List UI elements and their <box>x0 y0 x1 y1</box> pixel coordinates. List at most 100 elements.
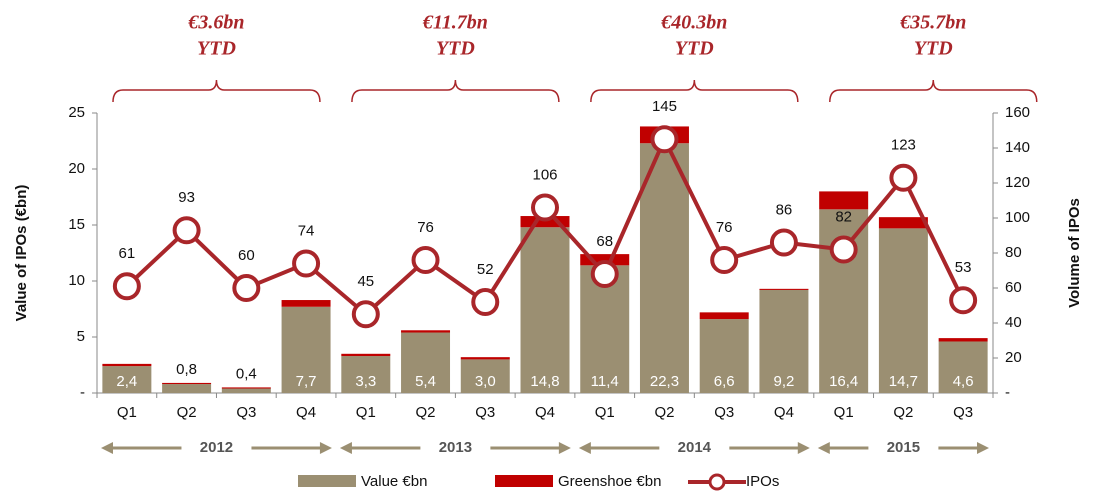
ipo-label: 86 <box>776 201 793 218</box>
greenshoe-bar <box>699 312 749 320</box>
y2-tick-label: 140 <box>1005 139 1030 156</box>
greenshoe-bar <box>938 338 988 342</box>
ipo-point <box>471 288 500 316</box>
bar <box>520 227 570 393</box>
ipo-point <box>411 246 440 274</box>
y2-tick-label: 40 <box>1005 314 1022 331</box>
y2-tick-label: 80 <box>1005 244 1022 261</box>
year-label: 2015 <box>887 439 920 456</box>
ipo-point <box>172 216 201 245</box>
bar-value-label: 0,8 <box>176 361 197 378</box>
x-tick-label: Q2 <box>177 404 197 421</box>
year-label: 2012 <box>200 439 233 456</box>
greenshoe-bar <box>460 357 510 360</box>
x-tick-label: Q2 <box>893 404 913 421</box>
bar <box>938 341 988 393</box>
annotation: YTD <box>675 38 714 60</box>
ipo-point <box>949 286 978 315</box>
ipo-label: 53 <box>955 259 972 276</box>
y2-tick-label: 120 <box>1005 174 1030 191</box>
ipo-point <box>232 274 261 302</box>
annotation: €35.7bn <box>899 12 966 34</box>
bar-value-label: 5,4 <box>415 373 436 390</box>
greenshoe-bar <box>878 217 928 229</box>
ipo-label: 76 <box>417 219 434 236</box>
bar-value-label: 14,8 <box>530 373 559 390</box>
greenshoe-bar <box>401 330 451 333</box>
bar <box>162 384 212 393</box>
x-tick-label: Q1 <box>595 404 615 421</box>
annotation: YTD <box>914 38 953 60</box>
greenshoe-bar <box>162 382 212 385</box>
bracket <box>351 79 560 103</box>
bar-value-label: 9,2 <box>774 373 795 390</box>
ipo-label: 68 <box>596 233 613 250</box>
ipo-point <box>531 193 559 222</box>
legend-swatch <box>298 475 356 487</box>
y-tick-label: 10 <box>68 272 85 289</box>
y-axis-label: Value of IPOs (€bn) <box>13 185 30 322</box>
greenshoe-bar <box>759 288 809 290</box>
bar-value-label: 7,7 <box>296 373 317 390</box>
ipo-label: 52 <box>477 261 494 278</box>
legend-label: Value €bn <box>361 473 427 490</box>
ipo-label: 123 <box>891 137 916 154</box>
bar <box>102 366 152 393</box>
greenshoe-bar <box>341 353 391 357</box>
ipo-label: 106 <box>532 166 557 183</box>
ipo-label: 82 <box>835 208 852 225</box>
greenshoe-bar <box>102 363 152 367</box>
bar <box>281 306 331 393</box>
bar-value-label: 22,3 <box>650 373 679 390</box>
greenshoe-bar <box>520 216 570 228</box>
y2-tick-label: 100 <box>1005 209 1030 226</box>
x-tick-label: Q3 <box>953 404 973 421</box>
y-tick-label: 15 <box>68 216 85 233</box>
year-label: 2013 <box>439 439 472 456</box>
bar <box>699 319 749 393</box>
x-tick-label: Q4 <box>535 404 555 421</box>
year-label: 2014 <box>678 439 712 456</box>
ipo-point <box>292 249 321 278</box>
y-tick-label: 20 <box>68 160 85 177</box>
ipo-point <box>710 246 739 274</box>
bar <box>401 332 451 393</box>
ipo-label: 60 <box>238 247 255 264</box>
ipo-point <box>590 260 619 288</box>
ipo-label: 76 <box>716 219 733 236</box>
x-tick-label: Q4 <box>774 404 794 421</box>
bar-value-label: 3,0 <box>475 373 496 390</box>
x-tick-label: Q3 <box>714 404 734 421</box>
bar-value-label: 2,4 <box>116 373 137 390</box>
y2-tick-label: - <box>1005 384 1010 401</box>
legend-label: Greenshoe €bn <box>558 473 661 490</box>
greenshoe-bar <box>281 300 331 307</box>
x-tick-label: Q3 <box>475 404 495 421</box>
x-tick-label: Q1 <box>834 404 854 421</box>
ipo-label: 145 <box>652 98 677 115</box>
bar-value-label: 14,7 <box>889 373 918 390</box>
bar-value-label: 4,6 <box>953 373 974 390</box>
x-tick-label: Q4 <box>296 404 316 421</box>
ipo-label: 93 <box>178 189 195 206</box>
x-tick-label: Q2 <box>416 404 436 421</box>
y2-tick-label: 20 <box>1005 349 1022 366</box>
y-tick-label: 5 <box>77 328 85 345</box>
ipo-point <box>769 228 798 257</box>
y-tick-label: - <box>80 384 85 401</box>
legend-marker <box>708 473 726 491</box>
y-tick-label: 25 <box>68 104 85 121</box>
bar-value-label: 6,6 <box>714 373 735 390</box>
bracket <box>112 79 321 103</box>
greenshoe-bar <box>221 387 271 389</box>
bar <box>460 359 510 393</box>
ipo-label: 61 <box>119 245 136 262</box>
bar-value-label: 3,3 <box>355 373 376 390</box>
x-tick-label: Q1 <box>356 404 376 421</box>
bar <box>878 228 928 393</box>
legend-swatch <box>495 475 553 487</box>
annotation: YTD <box>436 38 475 60</box>
ipo-point <box>112 272 141 301</box>
ipo-point <box>650 125 679 154</box>
greenshoe-bar <box>819 191 869 210</box>
